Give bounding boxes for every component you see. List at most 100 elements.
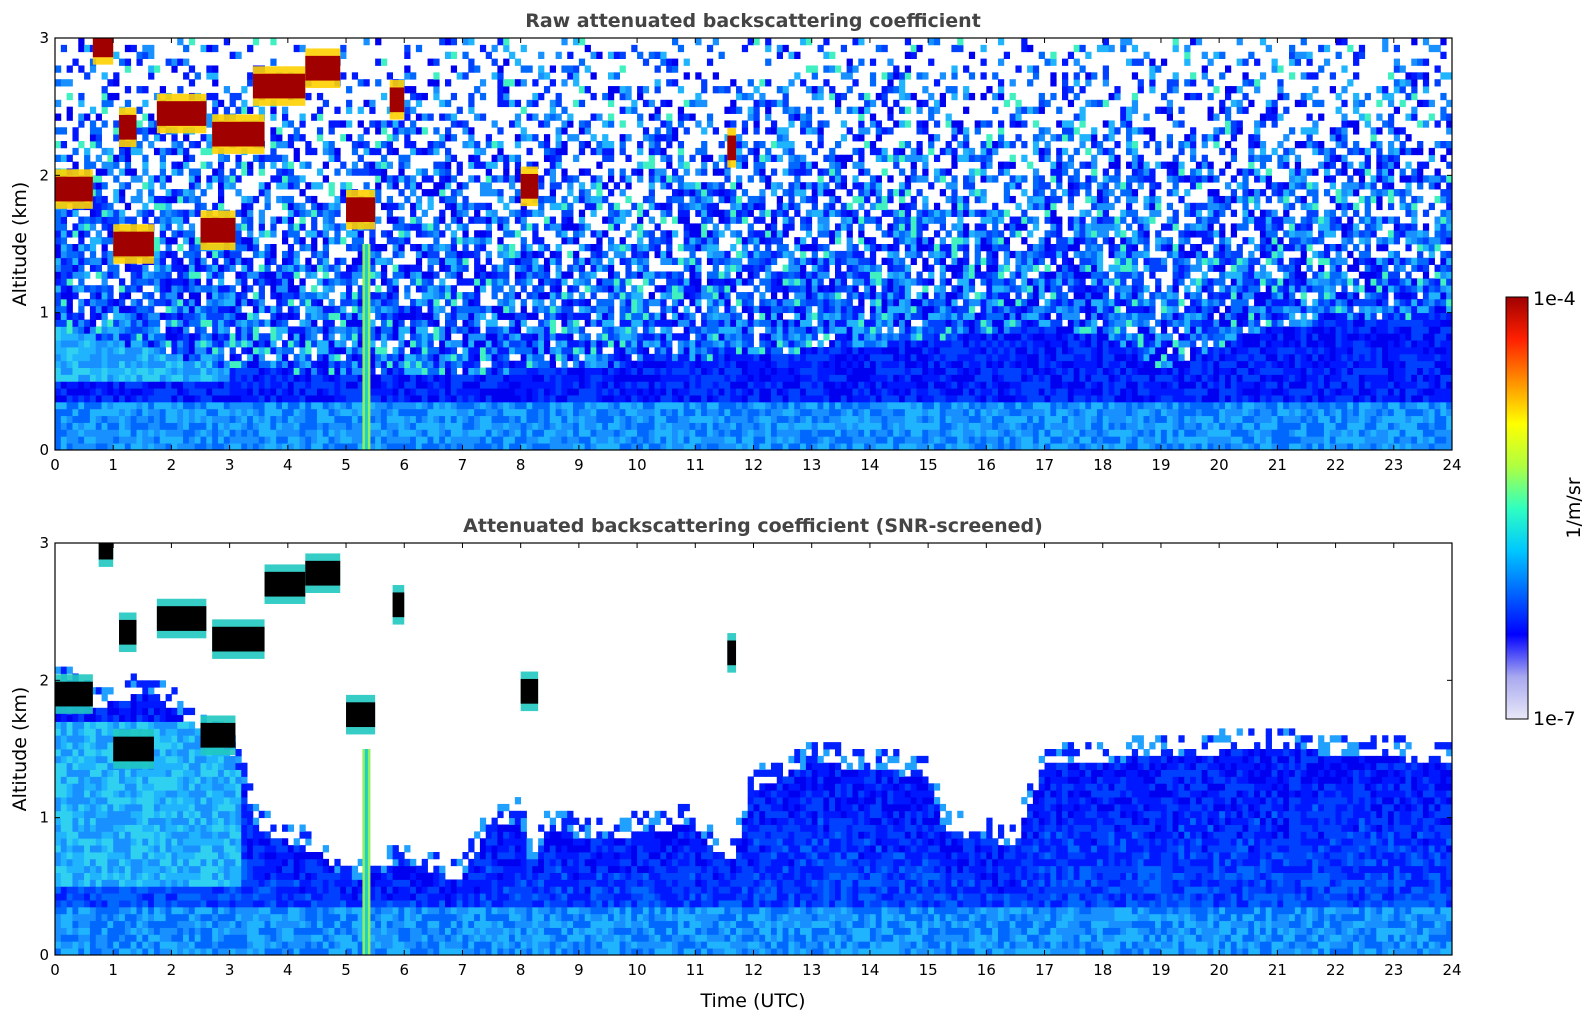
heatmap-cell [712,429,719,437]
heatmap-cell [689,271,696,279]
heatmap-cell [450,408,458,417]
heatmap-cell [311,401,318,410]
heatmap-cell [165,360,172,368]
heatmap-cell [514,141,522,149]
heatmap-cell [555,429,562,437]
heatmap-cell [217,340,225,348]
heatmap-cell [672,367,679,375]
heatmap-cell [375,244,382,252]
heatmap-cell [724,436,731,444]
heatmap-cell [555,422,562,430]
heatmap-cell [596,250,603,259]
heatmap-cell [60,271,68,279]
heatmap-cell [299,223,306,231]
heatmap-cell [346,326,353,334]
heatmap-cell [701,381,708,389]
heatmap-cell [305,305,312,314]
heatmap-cell [101,422,108,430]
heatmap-cell [369,333,376,341]
heatmap-cell [72,429,79,437]
heatmap-cell [410,422,417,430]
heatmap-cell [421,175,428,183]
heatmap-cell [445,161,452,169]
heatmap-cell [573,367,580,375]
heatmap-cell [124,408,132,417]
heatmap-cell [415,429,423,437]
heatmap-cell [497,92,504,101]
heatmap-cell [765,106,772,114]
heatmap-cell [683,374,690,382]
heatmap-cell [276,374,283,382]
heatmap-cell [573,422,580,430]
heatmap-cell [148,333,155,341]
heatmap-cell [654,65,661,73]
heatmap-cell [642,99,650,108]
heatmap-cell [526,443,533,450]
heatmap-cell [543,443,551,450]
heatmap-cell [474,147,481,156]
heatmap-cell [386,72,394,80]
heatmap-cell [386,195,394,204]
heatmap-cell [159,436,166,444]
heatmap-cell [148,443,155,450]
heatmap-cell [561,326,568,334]
heatmap-cell [293,305,300,314]
heatmap-cell [433,58,440,66]
heatmap-cell [625,92,632,101]
heatmap-cell [369,168,376,176]
heatmap-cell [340,72,347,80]
heatmap-cell [654,298,661,307]
heatmap-cell [153,195,161,204]
heatmap-cell [351,374,359,382]
heatmap-cell [607,264,615,272]
heatmap-cell [153,312,161,320]
heatmap-cell [462,374,469,382]
heatmap-cell [584,305,591,314]
heatmap-cell [538,443,545,450]
heatmap-cell [410,223,417,231]
heatmap-cell [456,168,463,176]
heatmap-cell [89,395,97,403]
heatmap-cell [666,175,673,183]
heatmap-cell [509,388,516,396]
heatmap-cell [55,326,62,334]
heatmap-cell [72,271,79,279]
heatmap-cell [573,264,580,272]
heatmap-cell [683,216,690,224]
heatmap-cell [526,422,533,430]
heatmap-cell [741,237,749,245]
heatmap-cell [759,347,766,355]
heatmap-cell [427,401,434,410]
heatmap-cell [520,237,527,245]
heatmap-cell [753,195,760,204]
heatmap-cell [316,278,324,286]
heatmap-cell [369,401,376,410]
heatmap-cell [386,161,394,169]
heatmap-cell [573,134,580,142]
heatmap-cell [375,326,382,334]
heatmap-cell [258,223,265,231]
heatmap-cell [130,401,137,410]
heatmap-cell [119,429,126,437]
heatmap-cell [148,340,155,348]
heatmap-cell [497,285,504,293]
heatmap-cell [72,401,79,410]
heatmap-cell [153,333,161,341]
heatmap-cell [142,51,149,59]
heatmap-cell [712,388,719,396]
heatmap-cell [747,237,754,245]
heatmap-cell [468,134,475,142]
heatmap-cell [247,415,254,423]
heatmap-cell [276,333,283,341]
heatmap-cell [468,422,475,430]
heatmap-cell [427,333,434,341]
heatmap-cell [241,312,248,320]
heatmap-cell [264,257,271,265]
heatmap-cell [84,257,91,265]
heatmap-cell [316,230,324,238]
heatmap-cell [258,264,265,272]
heatmap-cell [264,305,271,314]
heatmap-cell [462,127,469,135]
heatmap-cell [445,182,452,190]
heatmap-cell [247,285,254,293]
